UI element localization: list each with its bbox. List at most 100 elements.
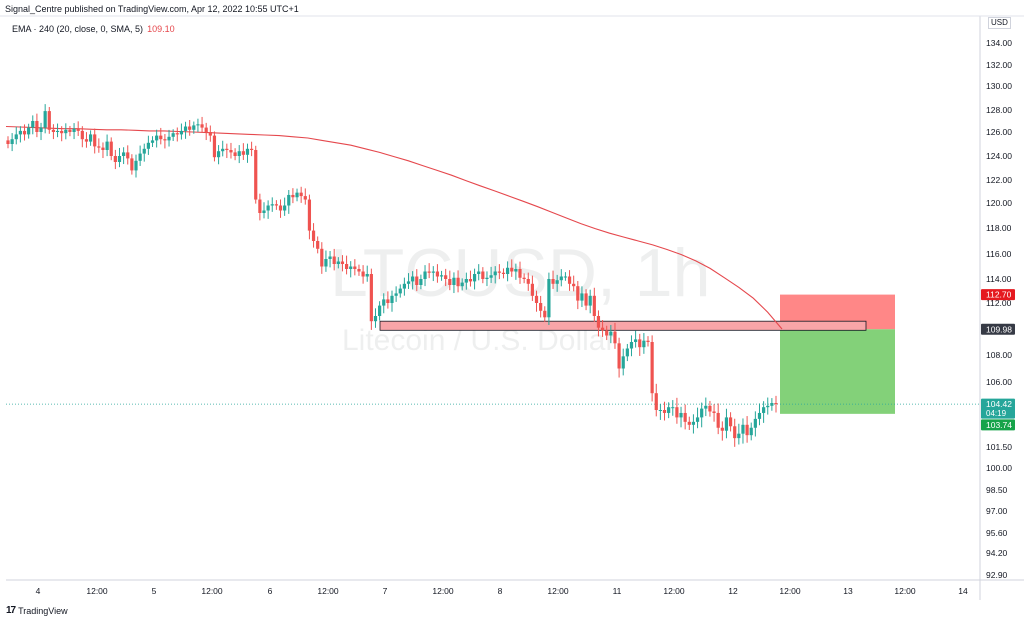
x-tick-label: 12:00 <box>201 586 223 596</box>
x-tick-label: 5 <box>152 586 157 596</box>
x-tick-label: 12:00 <box>547 586 569 596</box>
candle-body <box>51 129 56 132</box>
candle-body <box>307 199 312 231</box>
candle-body <box>629 342 634 349</box>
candle-body <box>64 129 68 134</box>
candle <box>733 418 737 447</box>
candle <box>720 421 724 441</box>
candle <box>704 397 708 417</box>
candle-body <box>196 124 200 126</box>
candle <box>336 257 340 269</box>
time-axis[interactable]: 4 12:00 5 12:00 6 12:00 7 12:00 8 12:00 11 12:00 12 1… <box>36 586 968 596</box>
candle <box>700 402 704 428</box>
candle-body <box>695 417 700 422</box>
candle-body <box>489 275 493 278</box>
candle-body <box>448 279 452 285</box>
tradingview-brand[interactable]: 17 TradingView <box>6 605 68 616</box>
candle-body <box>80 130 84 140</box>
candle <box>497 264 501 280</box>
candle <box>382 293 386 314</box>
candle <box>208 125 212 142</box>
candle-body <box>419 279 423 285</box>
candle <box>122 147 126 165</box>
candle <box>150 136 155 147</box>
candle-body <box>311 230 316 241</box>
candle <box>84 132 89 148</box>
y-tick-label: 94.20 <box>986 548 1008 558</box>
candle <box>600 320 605 337</box>
current-price-tag-bg <box>981 398 1015 419</box>
candle <box>592 287 596 322</box>
candle-body <box>287 194 291 206</box>
candle-body <box>254 150 258 200</box>
candle-body <box>613 331 617 344</box>
candle-body <box>667 407 671 413</box>
y-tick-label: 114.00 <box>986 274 1012 284</box>
candle-body <box>427 271 431 273</box>
candle <box>638 333 642 356</box>
candle-body <box>584 293 588 306</box>
candle <box>584 289 588 311</box>
y-tick-label: 124.00 <box>986 151 1012 161</box>
candle <box>60 126 64 142</box>
candle-body <box>572 283 576 287</box>
candle <box>419 274 423 290</box>
candle-body <box>671 407 675 409</box>
candle <box>658 403 662 420</box>
candle-body <box>514 269 518 272</box>
currency-label[interactable]: USD <box>988 17 1011 29</box>
candle-body <box>580 293 584 301</box>
candle <box>278 199 283 218</box>
candle-body <box>435 271 440 277</box>
y-tick-label: 122.00 <box>986 175 1012 185</box>
candle <box>35 113 39 138</box>
candle <box>200 116 204 133</box>
candle <box>250 141 254 157</box>
candle-body <box>361 271 365 277</box>
candle-body <box>14 134 18 140</box>
candle-body <box>76 128 80 131</box>
candle <box>398 284 402 298</box>
candle-body <box>233 152 237 156</box>
candle <box>770 398 774 411</box>
candle <box>113 149 117 170</box>
candle-body <box>658 410 662 411</box>
candle <box>456 270 460 293</box>
candle <box>757 403 762 426</box>
candle-body <box>43 111 47 128</box>
candle <box>539 295 543 318</box>
x-tick-label: 12:00 <box>86 586 108 596</box>
candle <box>402 277 406 296</box>
candle-body <box>109 141 113 156</box>
candle <box>183 121 188 139</box>
candle <box>188 120 192 136</box>
candle-body <box>134 160 138 171</box>
candle <box>299 186 303 203</box>
price-axis[interactable]: 134.00 132.00 130.00 128.00 126.00 124.00 122.… <box>986 38 1012 580</box>
candle <box>526 272 530 291</box>
candle-body <box>543 310 547 318</box>
candle <box>43 104 47 134</box>
ema-legend[interactable]: EMA · 240 (20, close, 0, SMA, 5) 109.10 <box>12 24 175 34</box>
candle-body <box>712 411 716 413</box>
candle <box>712 404 716 422</box>
candle <box>204 122 208 141</box>
candle-body <box>150 140 155 143</box>
candle-body <box>439 275 444 277</box>
candle <box>572 275 576 292</box>
candle-body <box>274 204 278 206</box>
candle <box>324 250 328 272</box>
candle <box>460 278 464 291</box>
candle-body <box>200 124 204 128</box>
candle-body <box>225 148 229 150</box>
candle-body <box>47 111 51 130</box>
candle-body <box>332 256 336 264</box>
ema-legend-label: EMA · 240 (20, close, 0, SMA, 5) <box>12 24 144 34</box>
candle <box>311 223 316 248</box>
candle-body <box>415 276 419 285</box>
candle-body <box>188 126 192 130</box>
candle <box>510 259 514 277</box>
candle-body <box>303 196 307 200</box>
candle <box>580 286 584 308</box>
